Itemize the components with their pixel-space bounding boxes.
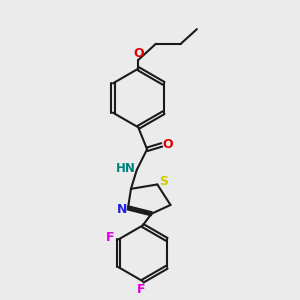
Text: N: N bbox=[116, 203, 127, 216]
Text: O: O bbox=[133, 47, 144, 60]
Text: F: F bbox=[106, 231, 115, 244]
Text: S: S bbox=[159, 175, 168, 188]
Text: F: F bbox=[137, 283, 146, 296]
Text: HN: HN bbox=[116, 162, 136, 175]
Text: O: O bbox=[163, 138, 173, 152]
